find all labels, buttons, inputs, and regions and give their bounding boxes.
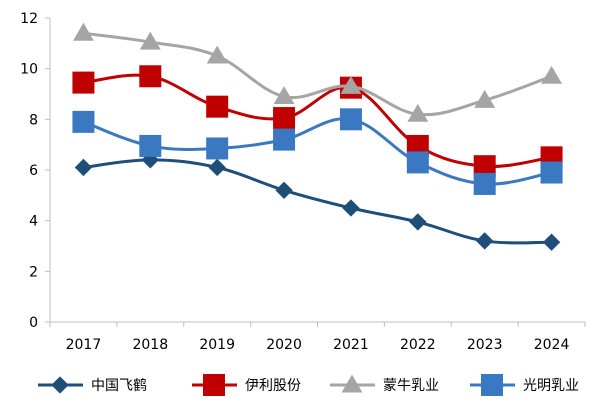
y-tick-label: 10: [20, 62, 38, 78]
legend-item: 光明乳业: [470, 374, 579, 396]
legend-label: 蒙牛乳业: [383, 378, 439, 394]
data-point: [273, 128, 296, 151]
data-point: [542, 233, 561, 251]
data-point: [206, 137, 229, 160]
data-point: [473, 172, 496, 195]
legend-marker: [51, 376, 69, 394]
x-tick-label: 2019: [199, 337, 235, 353]
data-point: [208, 158, 226, 177]
data-point: [476, 232, 494, 250]
data-point: [72, 71, 95, 94]
chart-axes: 0 2 4 6 8 10 12 2017 2018 2019 2020 2021 2022 2023 202…: [20, 11, 586, 353]
data-point: [139, 65, 162, 88]
data-point: [340, 75, 362, 94]
data-point: [74, 158, 93, 177]
data-point: [409, 213, 427, 231]
data-point: [273, 86, 295, 105]
legend-marker: [203, 374, 225, 396]
data-point: [206, 45, 228, 64]
data-point: [407, 103, 429, 122]
legend-item: 中国飞鹤: [38, 376, 147, 394]
data-point: [72, 110, 95, 133]
data-point: [540, 161, 563, 184]
x-tick-label: 2020: [266, 337, 302, 353]
y-tick-label: 2: [29, 264, 38, 280]
data-point: [473, 155, 496, 178]
series-layer: [72, 22, 563, 251]
legend-label: 中国飞鹤: [91, 378, 147, 394]
y-tick-label: 6: [29, 163, 38, 179]
legend: 中国飞鹤 伊利股份 蒙牛乳业 光明乳业: [38, 374, 579, 396]
legend-item: 蒙牛乳业: [330, 374, 439, 394]
data-point: [541, 65, 563, 84]
x-tick-label: 2023: [467, 337, 503, 353]
x-tick-label: 2018: [132, 337, 168, 353]
y-tick-label: 4: [29, 214, 38, 230]
series-3: [72, 22, 563, 122]
data-point: [273, 107, 296, 130]
series-1: [74, 151, 561, 251]
legend-label: 光明乳业: [523, 378, 579, 394]
data-point: [342, 199, 360, 217]
data-point: [206, 95, 229, 118]
data-point: [139, 31, 161, 50]
series-4: [72, 108, 563, 195]
data-point: [139, 134, 162, 157]
legend-item: 伊利股份: [192, 374, 301, 396]
legend-marker: [341, 374, 363, 393]
legend-marker: [481, 374, 503, 396]
data-point: [141, 151, 159, 169]
y-tick-label: 8: [29, 112, 38, 128]
data-point: [275, 181, 293, 199]
x-tick-label: 2022: [400, 337, 436, 353]
x-tick-label: 2021: [333, 337, 369, 353]
series-line: [81, 31, 554, 117]
y-tick-label: 0: [29, 315, 38, 331]
x-tick-label: 2024: [534, 337, 570, 353]
data-point: [406, 151, 429, 174]
data-point: [474, 89, 496, 108]
data-point: [72, 22, 94, 41]
legend-label: 伊利股份: [245, 378, 301, 394]
x-tick-label: 2017: [66, 337, 102, 353]
y-tick-label: 12: [20, 11, 38, 27]
data-point: [339, 108, 362, 131]
